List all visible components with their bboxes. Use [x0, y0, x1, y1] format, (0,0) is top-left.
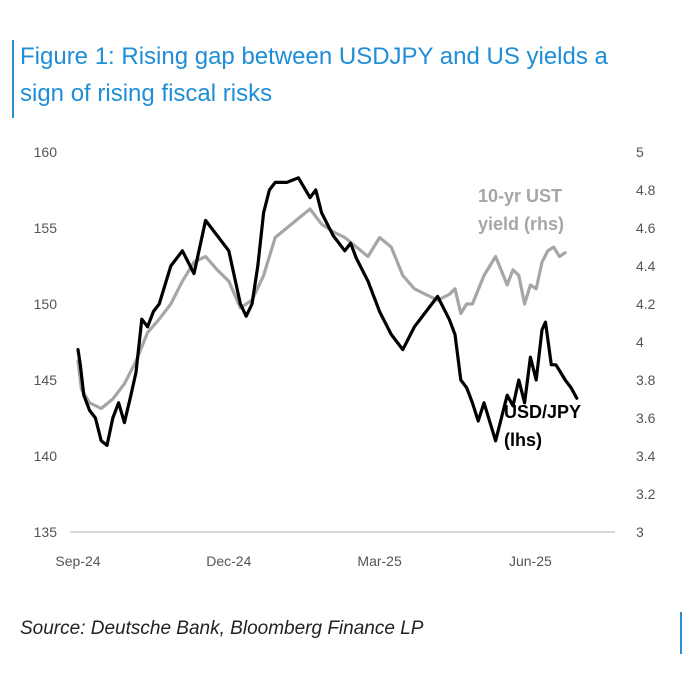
series-labels: 10-yr UST yield (rhs) USD/JPY (lhs) — [478, 186, 581, 450]
source-note: Source: Deutsche Bank, Bloomberg Finance… — [20, 618, 424, 639]
x-tick-label: Sep-24 — [55, 553, 100, 569]
left-tick-label: 155 — [34, 220, 58, 236]
x-axis: Sep-24 Dec-24 Mar-25 Jun-25 — [55, 553, 552, 569]
right-tick-label: 4 — [636, 334, 644, 350]
left-tick-label: 150 — [34, 296, 58, 312]
ust-label-line-2: yield (rhs) — [478, 214, 564, 234]
right-tick-label: 3 — [636, 524, 644, 540]
title-accent-bar — [12, 40, 14, 118]
left-tick-label: 135 — [34, 524, 58, 540]
right-tick-label: 3.8 — [636, 372, 656, 388]
footer-accent-bar — [680, 612, 682, 654]
right-tick-label: 4.8 — [636, 182, 656, 198]
x-tick-label: Jun-25 — [509, 553, 552, 569]
ust-label-line-1: 10-yr UST — [478, 186, 562, 206]
series-lines — [76, 176, 579, 447]
usdjpy-label-line-1: USD/JPY — [504, 402, 581, 422]
x-tick-label: Dec-24 — [206, 553, 251, 569]
ust-yield-line — [76, 207, 567, 411]
usdjpy-label-line-2: (lhs) — [504, 430, 542, 450]
right-tick-label: 4.2 — [636, 296, 656, 312]
right-axis: 3 3.2 3.4 3.6 3.8 4 4.2 4.4 4.6 4.8 5 — [636, 144, 656, 540]
left-tick-label: 140 — [34, 448, 58, 464]
figure-title: Figure 1: Rising gap between USDJPY and … — [20, 38, 680, 112]
right-tick-label: 4.6 — [636, 220, 656, 236]
right-tick-label: 4.4 — [636, 258, 656, 274]
left-tick-label: 145 — [34, 372, 58, 388]
title-line-2: sign of rising fiscal risks — [20, 80, 273, 107]
usdjpy-line — [76, 176, 579, 447]
right-tick-label: 3.2 — [636, 486, 656, 502]
title-line-1: Figure 1: Rising gap between USDJPY and … — [20, 43, 608, 70]
left-tick-label: 160 — [34, 144, 58, 160]
left-axis: 135 140 145 150 155 160 — [34, 144, 58, 540]
right-tick-label: 3.4 — [636, 448, 656, 464]
x-tick-label: Mar-25 — [357, 553, 402, 569]
right-tick-label: 5 — [636, 144, 644, 160]
right-tick-label: 3.6 — [636, 410, 656, 426]
